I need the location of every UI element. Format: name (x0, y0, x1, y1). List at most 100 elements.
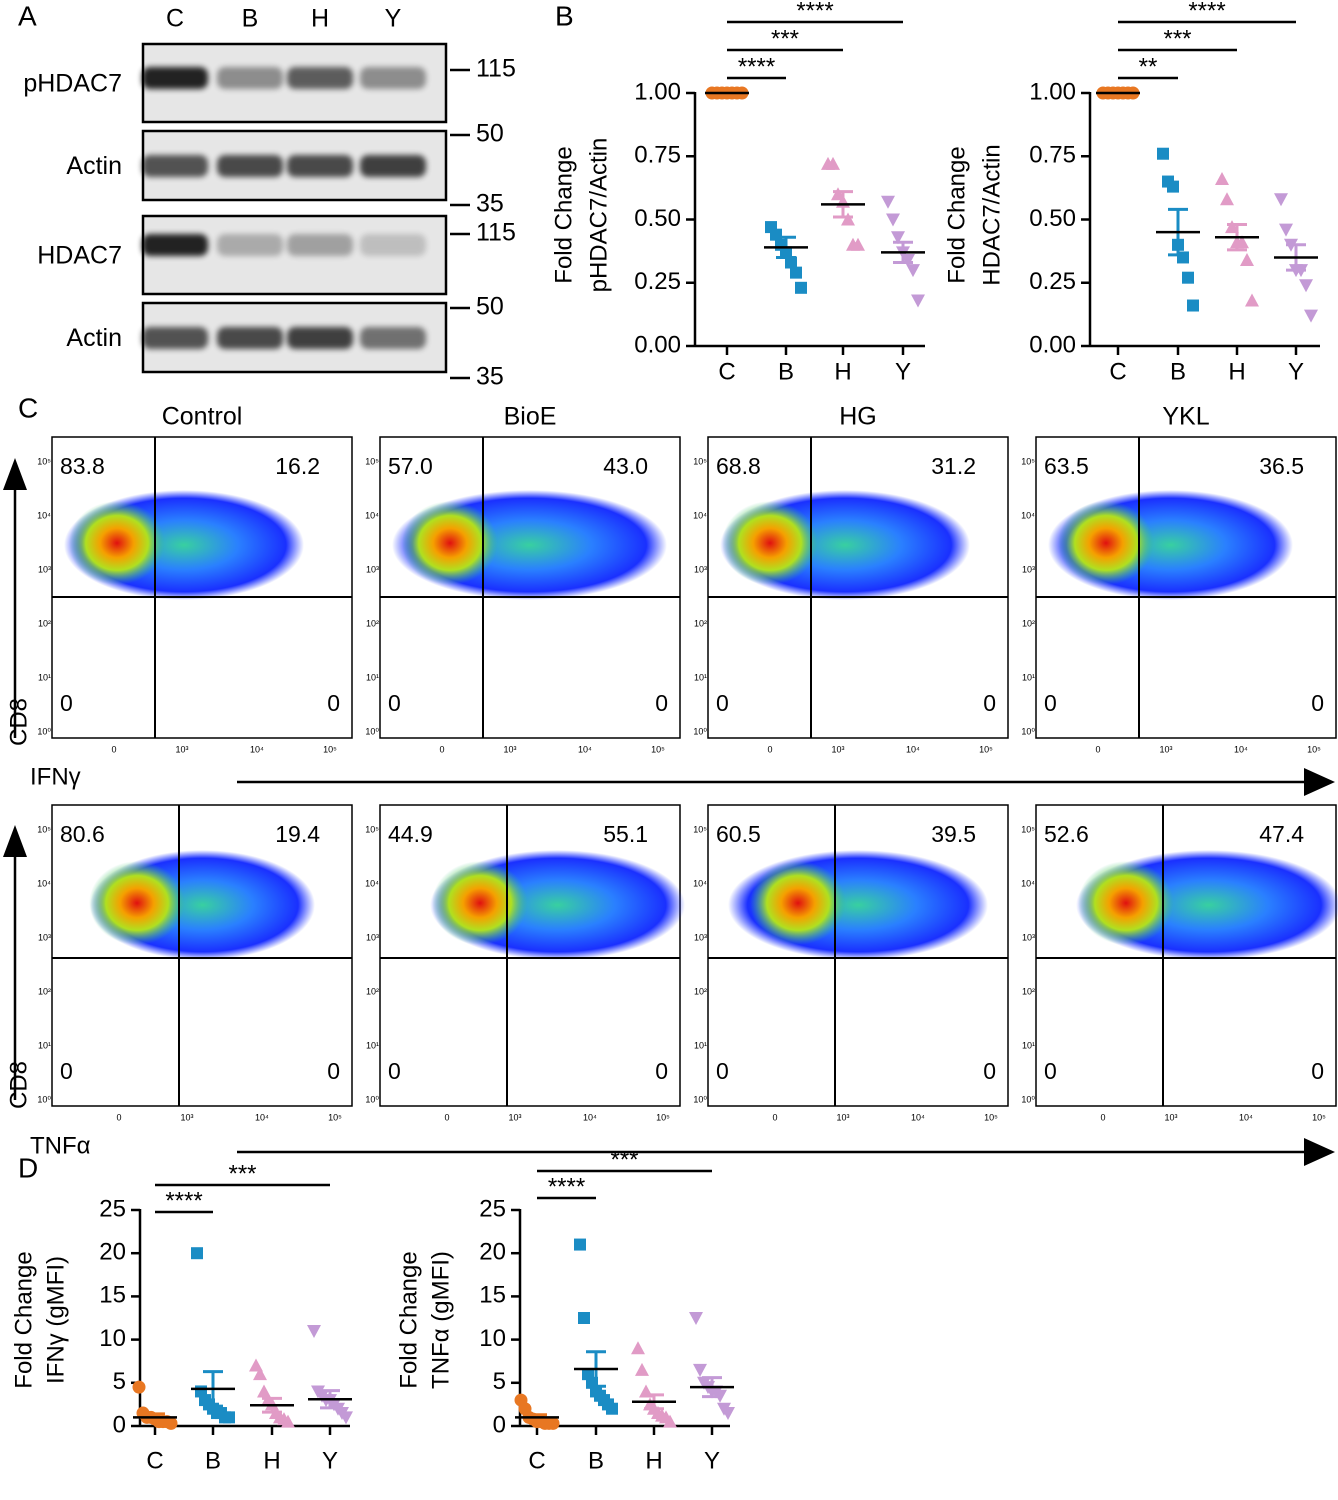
data-point (906, 264, 920, 278)
y-tick-label: 10³ (1022, 564, 1035, 574)
y-tick-label: 10⁵ (1021, 824, 1035, 834)
y-tick-label: 0.75 (634, 142, 681, 169)
x-tick-label: 10⁴ (583, 1112, 597, 1122)
row-label: pHDAC7 (23, 70, 122, 98)
quadrant-value: 0 (983, 690, 996, 716)
data-point (1167, 180, 1179, 193)
y-tick-label: 0.25 (1029, 268, 1076, 295)
y-tick-label: 10² (366, 986, 379, 996)
cell-cloud-core (69, 501, 165, 585)
y-tick-label: 10⁰ (37, 726, 51, 736)
y-tick-label: 10² (694, 986, 707, 996)
x-tick-label: 10³ (175, 744, 188, 754)
x-tick-label: 10³ (831, 744, 844, 754)
data-point (1240, 252, 1254, 266)
column-title: HG (839, 403, 877, 431)
y-tick-label: 5 (113, 1368, 126, 1395)
x-tick-label: 0 (1095, 744, 1100, 754)
data-point (574, 1238, 586, 1251)
cell-cloud-core (432, 861, 528, 945)
y-tick-label: 10⁵ (693, 824, 707, 834)
data-point (223, 1411, 235, 1424)
band (287, 155, 353, 177)
data-point (693, 1363, 707, 1377)
y-tick-label: 0.00 (634, 331, 681, 358)
band (217, 67, 283, 89)
band (217, 327, 283, 349)
panel-label: C (18, 392, 38, 423)
column-title: BioE (504, 403, 557, 431)
data-point (281, 1414, 295, 1428)
data-point (1215, 172, 1229, 186)
y-tick-label: 10¹ (38, 1040, 51, 1050)
panel-label: A (18, 0, 37, 31)
y-tick-label: 10⁴ (37, 878, 51, 888)
y-tick-label: 0.75 (1029, 142, 1076, 169)
y-tick-label: 10⁴ (365, 878, 379, 888)
column-title: YKL (1162, 403, 1209, 431)
x-tick-label: 0 (1100, 1112, 1105, 1122)
marker-label: 115 (476, 219, 516, 247)
y-tick-label: 10³ (694, 564, 707, 574)
significance-label: ** (1139, 53, 1158, 80)
y-axis-label: Fold Change (10, 1251, 37, 1388)
y-tick-label: 10¹ (38, 672, 51, 682)
data-point (841, 212, 855, 226)
y-tick-label: 10⁵ (37, 824, 51, 834)
y-tick-label: 10² (694, 618, 707, 628)
data-point (721, 1407, 735, 1421)
x-tick-label: Y (704, 1447, 720, 1474)
marker-label: 50 (476, 293, 504, 321)
arrow-head (3, 458, 27, 490)
quadrant-value: 0 (1044, 690, 1057, 716)
marker-label: 50 (476, 120, 504, 148)
y-tick-label: 10⁰ (365, 726, 379, 736)
y-tick-label: 10⁴ (1021, 878, 1035, 888)
data-point (1304, 309, 1318, 323)
quadrant-value: 43.0 (603, 453, 648, 479)
x-tick-label: 10³ (508, 1112, 521, 1122)
band (217, 234, 283, 256)
x-tick-label: 10⁴ (578, 744, 592, 754)
x-tick-label: 10⁵ (651, 744, 665, 754)
cell-cloud-core (750, 861, 846, 945)
y-tick-label: 10¹ (1022, 1040, 1035, 1050)
data-point (1279, 223, 1293, 237)
significance-label: **** (1188, 0, 1225, 24)
quadrant-value: 60.5 (716, 821, 761, 847)
quadrant-value: 0 (716, 690, 729, 716)
quadrant-value: 0 (60, 690, 73, 716)
data-point (578, 1312, 590, 1324)
x-tick-label: B (1170, 358, 1186, 385)
x-tick-label: 10⁵ (979, 744, 993, 754)
column-title: Control (162, 403, 243, 431)
quadrant-value: 0 (1311, 690, 1324, 716)
data-point (790, 266, 802, 279)
y-tick-label: 1.00 (1029, 78, 1076, 105)
y-tick-label: 10¹ (366, 1040, 379, 1050)
x-tick-label: Y (895, 358, 911, 385)
marker-label: 115 (476, 55, 516, 83)
panel-label: B (555, 0, 574, 31)
y-tick-label: 10² (38, 618, 51, 628)
x-tick-label: 10³ (180, 1112, 193, 1122)
row-label: Actin (66, 324, 122, 352)
x-tick-label: H (263, 1447, 280, 1474)
y-tick-label: 10⁴ (37, 510, 51, 520)
y-tick-label: 10¹ (1022, 672, 1035, 682)
quadrant-value: 0 (655, 690, 668, 716)
y-tick-label: 10³ (366, 564, 379, 574)
x-tick-label: 0 (439, 744, 444, 754)
marker-label: 35 (476, 363, 504, 391)
data-point (1220, 192, 1234, 206)
data-point (635, 1362, 649, 1376)
cell-cloud-core (722, 501, 818, 585)
y-tick-label: 10³ (694, 932, 707, 942)
x-tick-label: 10⁴ (906, 744, 920, 754)
panel-label: D (18, 1152, 38, 1183)
y-tick-label: 10⁰ (37, 1094, 51, 1104)
quadrant-value: 0 (655, 1058, 668, 1084)
quadrant-value: 57.0 (388, 453, 433, 479)
data-point (891, 231, 905, 245)
quadrant-value: 39.5 (931, 821, 976, 847)
